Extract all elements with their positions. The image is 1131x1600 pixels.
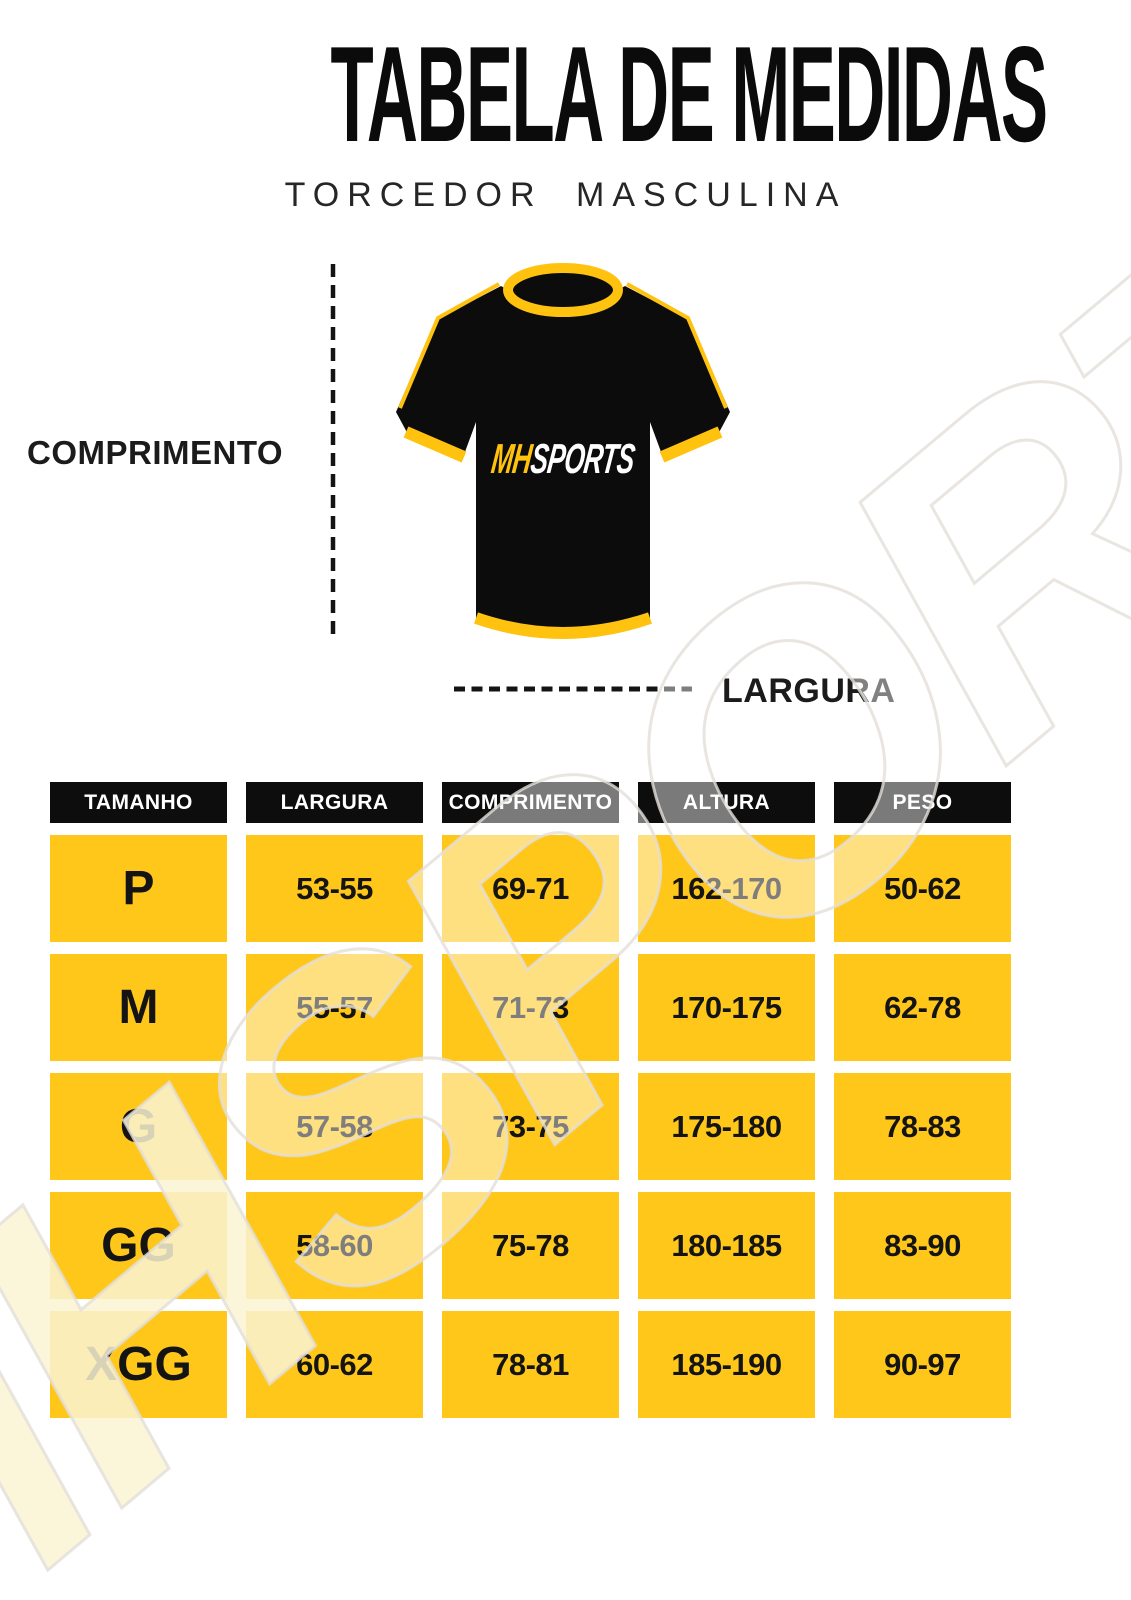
value-cell: 162-170 [638, 835, 815, 942]
shirt-collar [503, 263, 623, 317]
value-cell: 71-73 [442, 954, 619, 1061]
value-cell: 69-71 [442, 835, 619, 942]
column-header: PESO [834, 782, 1011, 823]
width-label: LARGURA [722, 672, 896, 710]
size-cell: P [50, 835, 227, 942]
value-cell: 180-185 [638, 1192, 815, 1299]
column-header: ALTURA [638, 782, 815, 823]
width-dashed-line [454, 686, 692, 692]
column-header: COMPRIMENTO [442, 782, 619, 823]
shirt-right-seam [626, 282, 728, 409]
shirt-body [396, 286, 730, 633]
size-table: TAMANHO LARGURA COMPRIMENTO ALTURA PESO P 53-5… [50, 782, 1011, 1418]
value-cell: 175-180 [638, 1073, 815, 1180]
shirt-left-cuff [403, 426, 467, 463]
value-cell: 78-83 [834, 1073, 1011, 1180]
value-cell: 57-58 [246, 1073, 423, 1180]
value-cell: 90-97 [834, 1311, 1011, 1418]
length-dashed-line [330, 264, 336, 642]
size-cell: GG [50, 1192, 227, 1299]
page-title: TABELA DE MEDIDAS [0, 26, 1131, 162]
value-cell: 75-78 [442, 1192, 619, 1299]
shirt-right-cuff [659, 426, 723, 463]
shirt-logo: MHSPORTS [489, 436, 638, 483]
tshirt-illustration: MHSPORTS [396, 263, 730, 639]
value-cell: 83-90 [834, 1192, 1011, 1299]
size-cell: G [50, 1073, 227, 1180]
size-cell: M [50, 954, 227, 1061]
shirt-logo-sports: SPORTS [528, 436, 638, 483]
shirt-logo-mh: MH [489, 436, 535, 483]
column-header: TAMANHO [50, 782, 227, 823]
page-subtitle: TORCEDOR MASCULINA [284, 176, 847, 214]
value-cell: 185-190 [638, 1311, 815, 1418]
value-cell: 78-81 [442, 1311, 619, 1418]
svg-text:MHSPORTS: MHSPORTS [489, 436, 638, 483]
value-cell: 50-62 [834, 835, 1011, 942]
shirt-hem [474, 612, 652, 639]
value-cell: 53-55 [246, 835, 423, 942]
length-label: COMPRIMENTO [27, 434, 284, 471]
value-cell: 55-57 [246, 954, 423, 1061]
value-cell: 60-62 [246, 1311, 423, 1418]
shirt-left-seam [398, 282, 500, 409]
page-title-text: TABELA DE MEDIDAS [330, 18, 1048, 170]
column-header: LARGURA [246, 782, 423, 823]
value-cell: 170-175 [638, 954, 815, 1061]
value-cell: 73-75 [442, 1073, 619, 1180]
value-cell: 62-78 [834, 954, 1011, 1061]
value-cell: 58-60 [246, 1192, 423, 1299]
size-cell: XGG [50, 1311, 227, 1418]
